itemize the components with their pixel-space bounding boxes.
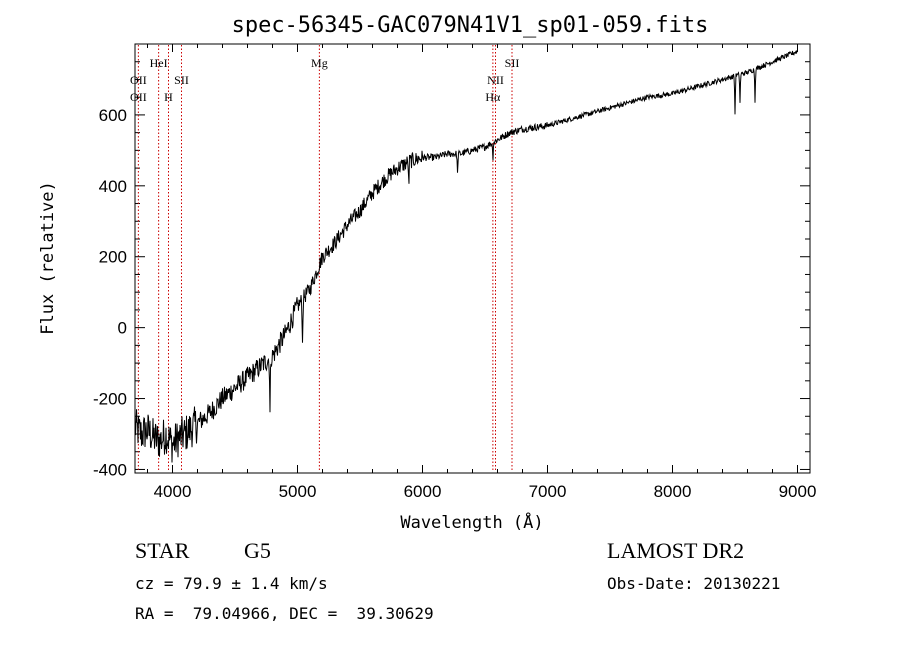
y-tick-label: -200 — [93, 390, 127, 409]
line-marker-label: SII — [505, 56, 520, 70]
redshift: cz = 79.9 ± 1.4 km/s — [135, 574, 328, 593]
y-tick-label: 200 — [99, 248, 127, 267]
y-tick-label: 600 — [99, 106, 127, 125]
obs-date: Obs-Date: 20130221 — [607, 574, 781, 593]
y-tick-label: -400 — [93, 460, 127, 479]
y-tick-label: 400 — [99, 177, 127, 196]
x-tick-label: 5000 — [279, 482, 317, 501]
line-marker-label: OII — [130, 73, 147, 87]
line-marker-label: HeI — [150, 56, 168, 70]
line-marker-label: Mg — [311, 56, 328, 70]
coordinates: RA = 79.04966, DEC = 39.30629 — [135, 604, 434, 623]
line-marker-label: SII — [174, 73, 189, 87]
object-type: STAR — [135, 538, 190, 563]
y-axis-label: Flux (relative) — [38, 181, 58, 335]
x-tick-label: 9000 — [779, 482, 817, 501]
line-marker-label: NII — [487, 73, 504, 87]
x-tick-label: 6000 — [404, 482, 442, 501]
x-axis-label: Wavelength (Å) — [400, 511, 543, 533]
subclass: G5 — [244, 538, 271, 563]
line-marker-label: Hα — [485, 90, 501, 104]
line-marker-label: OII — [130, 90, 147, 104]
line-marker-label: H — [164, 90, 173, 104]
axes: 4000 5000 6000 7000 8000 9000 -400 -200 0 200 400 6… — [93, 43, 817, 501]
x-tick-label: 7000 — [529, 482, 567, 501]
chart-title: spec-56345-GAC079N41V1_sp01-059.fits — [232, 13, 709, 38]
y-tick-label: 0 — [118, 319, 127, 338]
survey-label: LAMOST DR2 — [607, 538, 745, 563]
x-tick-label: 4000 — [154, 482, 192, 501]
spectrum-line — [134, 50, 798, 463]
plot-frame — [134, 43, 811, 474]
x-tick-label: 8000 — [654, 482, 692, 501]
